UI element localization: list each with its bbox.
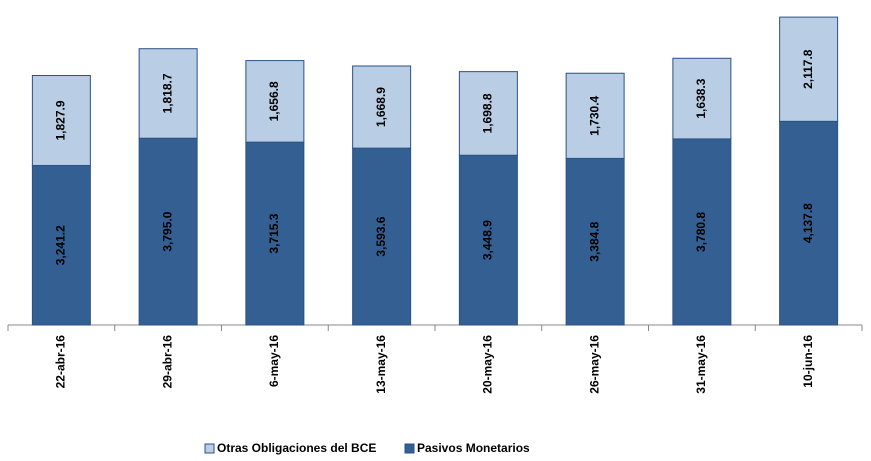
data-label: 3,241.2 (54, 225, 68, 265)
bar-segment (672, 57, 732, 140)
data-label: 3,593.6 (374, 216, 388, 256)
bar-segment (138, 137, 198, 326)
data-label: 1,698.8 (481, 93, 495, 133)
bar-segment (31, 75, 91, 166)
data-label: 2,117.8 (801, 49, 815, 89)
bar-segment (779, 16, 839, 122)
data-label: 1,668.9 (374, 87, 388, 127)
legend-label: Pasivos Monetarios (417, 441, 530, 455)
data-label: 1,638.3 (694, 78, 708, 118)
x-tick-label: 31-may-16 (694, 335, 708, 394)
bar-segment (352, 147, 412, 326)
data-label: 4,137.8 (801, 203, 815, 243)
data-label: 3,795.0 (160, 211, 174, 251)
x-tick-label: 26-may-16 (587, 335, 601, 394)
bar-segment (352, 65, 412, 149)
bar-segment (565, 72, 625, 159)
bar-segment (138, 48, 198, 139)
x-tick-label: 10-jun-16 (801, 335, 815, 388)
bar-segment (458, 71, 518, 156)
bar-segment (458, 154, 518, 326)
data-label: 3,384.8 (587, 221, 601, 261)
x-tick-label: 20-may-16 (481, 335, 495, 394)
data-label: 3,715.3 (267, 213, 281, 253)
data-label: 1,730.4 (587, 95, 601, 135)
bar-segment (565, 157, 625, 326)
data-label: 3,448.9 (481, 220, 495, 260)
legend-label: Otras Obligaciones del BCE (217, 441, 376, 455)
data-label: 3,780.8 (694, 212, 708, 252)
data-label: 1,656.8 (267, 81, 281, 121)
legend-swatch (404, 443, 415, 454)
bar-segment (245, 60, 305, 143)
x-tick-label: 13-may-16 (374, 335, 388, 394)
legend-swatch (204, 443, 215, 454)
data-label: 1,827.9 (54, 100, 68, 140)
x-tick-label: 22-abr-16 (54, 335, 68, 389)
bar-segment (245, 141, 305, 326)
bar-segment (672, 138, 732, 326)
x-tick-label: 6-may-16 (267, 335, 281, 387)
x-tick-label: 29-abr-16 (160, 335, 174, 389)
data-label: 1,818.7 (160, 73, 174, 113)
